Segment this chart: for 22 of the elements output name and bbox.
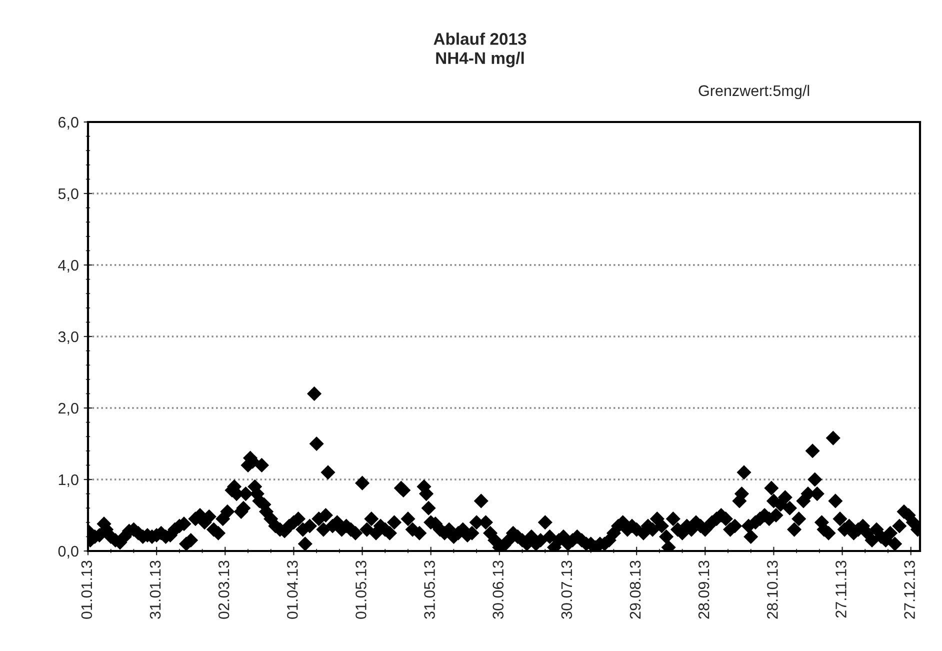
x-tick-label: 27.12.13 [904, 560, 915, 619]
y-tick-label: 2,0 [58, 402, 78, 416]
x-tick-label: 01.01.13 [81, 560, 92, 619]
x-tick-label: 30.06.13 [492, 560, 504, 619]
y-tick-label: 1,0 [58, 474, 78, 487]
x-tick-label: 31.05.13 [424, 560, 435, 619]
x-tick-label: 28.10.13 [766, 560, 778, 619]
x-tick-label: 01.05.13 [356, 560, 366, 619]
x-tick-label: 01.04.13 [286, 560, 298, 619]
x-tick-label: 31.01.13 [150, 560, 161, 619]
y-tick-label: 5,0 [58, 188, 78, 201]
y-tick-label: 4,0 [58, 260, 78, 272]
y-tick-label: 0,0 [58, 546, 78, 558]
y-tick-label: 6,0 [58, 116, 78, 130]
chart-title: Ablauf 2013 NH4-N mg/l [434, 32, 526, 68]
x-tick-label: 29.08.13 [630, 560, 641, 619]
text: Grenzwert:5mg/l [698, 84, 810, 100]
x-tick-label: 27.11.13 [836, 560, 846, 618]
x-tick-label: 02.03.13 [218, 560, 230, 619]
y-tick-label: 3,0 [58, 331, 78, 344]
x-tick-label: 28.09.13 [698, 560, 710, 619]
x-tick-label: 30.07.13 [561, 560, 572, 619]
